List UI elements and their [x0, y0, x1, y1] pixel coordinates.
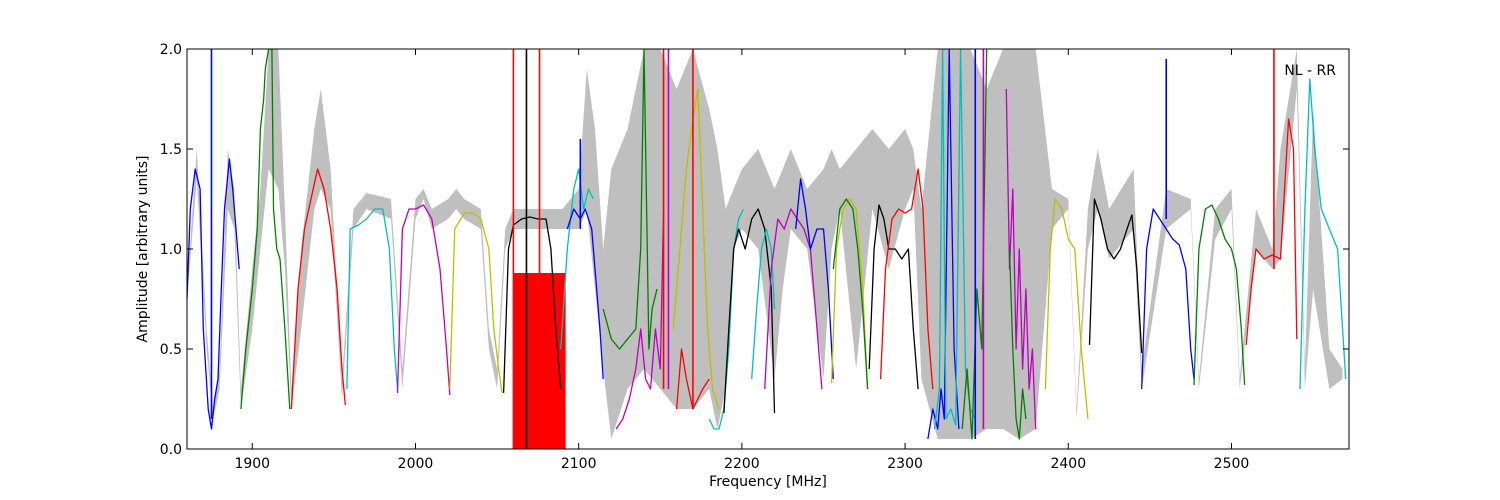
- series-line-19: [832, 198, 869, 390]
- series-line-20: [868, 204, 919, 390]
- series-line-14: [723, 208, 776, 414]
- series-line-3: [346, 208, 399, 390]
- x-tick-label: 1900: [234, 456, 270, 472]
- x-axis: 1900 2000 2100 2200 2300 2400 2500: [234, 49, 1249, 472]
- chart-annotation: NL - RR: [1284, 63, 1336, 79]
- x-tick-label: 2500: [1214, 456, 1250, 472]
- series-line-22: [927, 49, 960, 440]
- series-line-8: [566, 208, 604, 380]
- series-line-21: [879, 168, 934, 390]
- series-line-31: [1245, 118, 1298, 346]
- series-line-15: [751, 228, 776, 380]
- series-line-30: [1193, 204, 1246, 386]
- series-line-2: [290, 168, 346, 410]
- x-axis-label: Frequency [MHz]: [709, 474, 827, 490]
- series-line-18: [830, 198, 869, 390]
- series-line-32: [1299, 78, 1347, 390]
- series-line-28: [1088, 198, 1143, 354]
- x-tick-label: 2300: [887, 456, 923, 472]
- y-axis: 0.0 0.5 1.0 1.5 2.0: [160, 42, 1349, 458]
- x-tick-label: 2200: [724, 456, 760, 472]
- series-line-5: [449, 212, 503, 394]
- series-line-11: [672, 88, 720, 410]
- series-line-0: [187, 158, 240, 430]
- series-line-16: [764, 208, 823, 390]
- spike-layer: [210, 49, 1275, 449]
- series-line-26: [1008, 248, 1027, 440]
- y-tick-label: 0.5: [160, 342, 182, 358]
- series-line-24: [961, 49, 988, 440]
- series-line-9: [602, 49, 658, 350]
- x-tick-label: 2100: [561, 456, 597, 472]
- y-tick-label: 0.0: [160, 442, 182, 458]
- series-line-25: [1005, 88, 1037, 430]
- y-tick-label: 1.0: [160, 242, 182, 258]
- series-line-10: [615, 208, 665, 430]
- envelope-band: [187, 49, 1343, 439]
- y-axis-label: Amplitude [arbitrary units]: [135, 156, 151, 343]
- series-line-17: [795, 178, 834, 380]
- x-tick-label: 2000: [398, 456, 434, 472]
- series-line-27: [1044, 198, 1089, 420]
- x-tick-label: 2400: [1050, 456, 1086, 472]
- series-line-7: [560, 168, 594, 350]
- y-tick-label: 1.5: [160, 142, 182, 158]
- series-line-6: [502, 216, 562, 394]
- y-tick-label: 2.0: [160, 42, 182, 58]
- plot-area: [187, 49, 1347, 449]
- series-line-1: [240, 49, 291, 410]
- envelope-layer: [187, 49, 1343, 439]
- series-layer: [187, 49, 1347, 440]
- series-line-29: [1141, 208, 1195, 390]
- series-line-4: [396, 204, 451, 396]
